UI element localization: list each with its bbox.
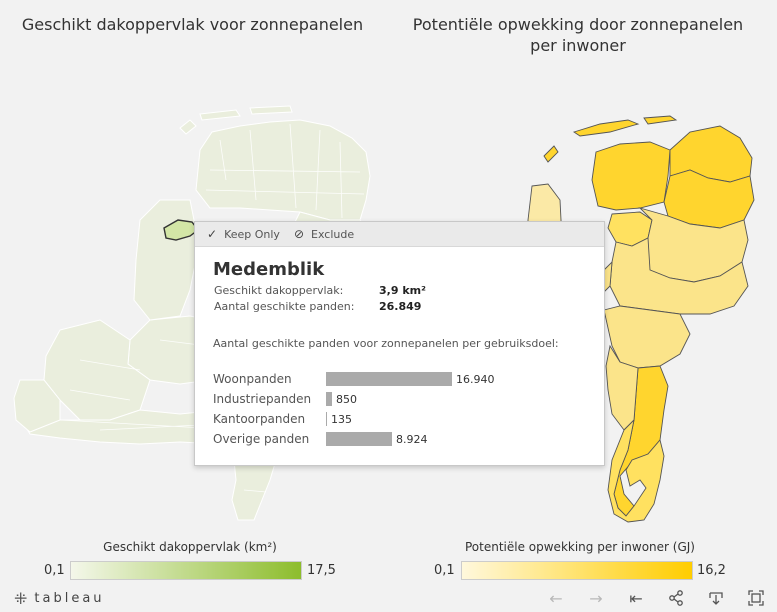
undo-button[interactable]: ← — [545, 588, 567, 608]
map-region-southwest[interactable] — [13, 379, 61, 433]
area-value: 3,9 km² — [379, 284, 426, 297]
no-entry-icon: ⊘ — [293, 227, 305, 241]
province-zeeland-right[interactable] — [607, 418, 665, 523]
municipality-name: Medemblik — [213, 259, 325, 280]
share-icon — [669, 590, 683, 606]
fullscreen-button[interactable] — [745, 588, 767, 608]
tableau-plus-icon: ⁜ — [14, 589, 31, 608]
bar — [326, 432, 392, 446]
download-icon — [709, 592, 723, 605]
arrow-right-icon: → — [589, 588, 603, 608]
bar — [326, 412, 327, 426]
left-map-title: Geschikt dakoppervlak voor zonnepanelen — [21, 15, 364, 34]
bar-row-overige-panden: Overige panden 8.924 — [213, 429, 588, 449]
tableau-logo[interactable]: ⁜ tableau — [14, 589, 105, 608]
revert-icon: ⇤ — [629, 588, 643, 608]
bar — [326, 372, 452, 386]
right-map-title: Potentiële opwekking door zonnepanelen p… — [393, 14, 763, 56]
revert-button[interactable]: ⇤ — [625, 588, 647, 608]
keep-only-button[interactable]: ✓ Keep Only — [207, 227, 280, 241]
left-legend-ramp — [70, 561, 302, 580]
right-legend-title: Potentiële opwekking per inwoner (GJ) — [464, 540, 695, 554]
count-row: Aantal geschikte panden: 26.849 — [213, 299, 588, 315]
bar-label: Overige panden — [213, 432, 310, 446]
bar-value: 850 — [336, 392, 357, 406]
keep-only-label: Keep Only — [224, 227, 280, 241]
check-icon: ✓ — [207, 227, 218, 241]
fullscreen-icon — [748, 590, 764, 606]
redo-button[interactable]: → — [585, 588, 607, 608]
left-legend-max: 17,5 — [307, 563, 336, 578]
bar-row-industriepanden: Industriepanden 850 — [213, 389, 588, 409]
tooltip-toolbar: ✓ Keep Only ⊘ Exclude — [195, 222, 604, 247]
right-map-title-line2: per inwoner — [530, 36, 626, 55]
area-label: Geschikt dakoppervlak: — [214, 284, 344, 297]
tooltip-subtitle: Aantal geschikte panden voor zonnepanele… — [213, 337, 559, 350]
province-friesland[interactable] — [591, 141, 671, 211]
right-legend-min: 0,1 — [434, 563, 455, 578]
municipality-tooltip: ✓ Keep Only ⊘ Exclude Medemblik Geschikt… — [194, 221, 605, 466]
province-wadden-islands[interactable] — [543, 115, 678, 163]
right-legend-ramp — [461, 561, 693, 580]
bar-row-woonpanden: Woonpanden 16.940 — [213, 369, 588, 389]
exclude-label: Exclude — [311, 227, 355, 241]
exclude-button[interactable]: ⊘ Exclude — [294, 227, 354, 241]
usage-bar-chart: Woonpanden 16.940 Industriepanden 850 Ka… — [213, 369, 588, 449]
province-drenthe[interactable] — [663, 169, 755, 229]
bar-label: Woonpanden — [213, 372, 292, 386]
bar-value: 8.924 — [396, 432, 428, 446]
bar — [326, 392, 332, 406]
bar-label: Kantoorpanden — [213, 412, 306, 426]
area-row: Geschikt dakoppervlak: 3,9 km² — [213, 283, 588, 299]
map-region-north-holland[interactable] — [133, 199, 197, 321]
bar-value: 16.940 — [456, 372, 495, 386]
right-legend-max: 16,2 — [697, 563, 726, 578]
left-legend-title: Geschikt dakoppervlak (km²) — [103, 540, 277, 554]
bar-row-kantoorpanden: Kantoorpanden 135 — [213, 409, 588, 429]
bar-value: 135 — [331, 412, 352, 426]
tableau-toolbar: ⁜ tableau ← → ⇤ — [0, 585, 777, 612]
share-button[interactable] — [665, 588, 687, 608]
bar-label: Industriepanden — [213, 392, 312, 406]
map-region-wadden[interactable] — [179, 105, 293, 135]
left-legend-min: 0,1 — [44, 563, 65, 578]
download-button[interactable] — [705, 588, 727, 608]
province-gelderland[interactable] — [609, 237, 749, 315]
map-region-north[interactable] — [195, 119, 371, 221]
count-value: 26.849 — [379, 300, 422, 313]
tableau-logo-text: tableau — [34, 591, 105, 606]
province-north-brabant-right[interactable] — [603, 305, 691, 369]
count-label: Aantal geschikte panden: — [214, 300, 355, 313]
right-map-title-line1: Potentiële opwekking door zonnepanelen — [412, 15, 744, 34]
arrow-left-icon: ← — [549, 588, 563, 608]
